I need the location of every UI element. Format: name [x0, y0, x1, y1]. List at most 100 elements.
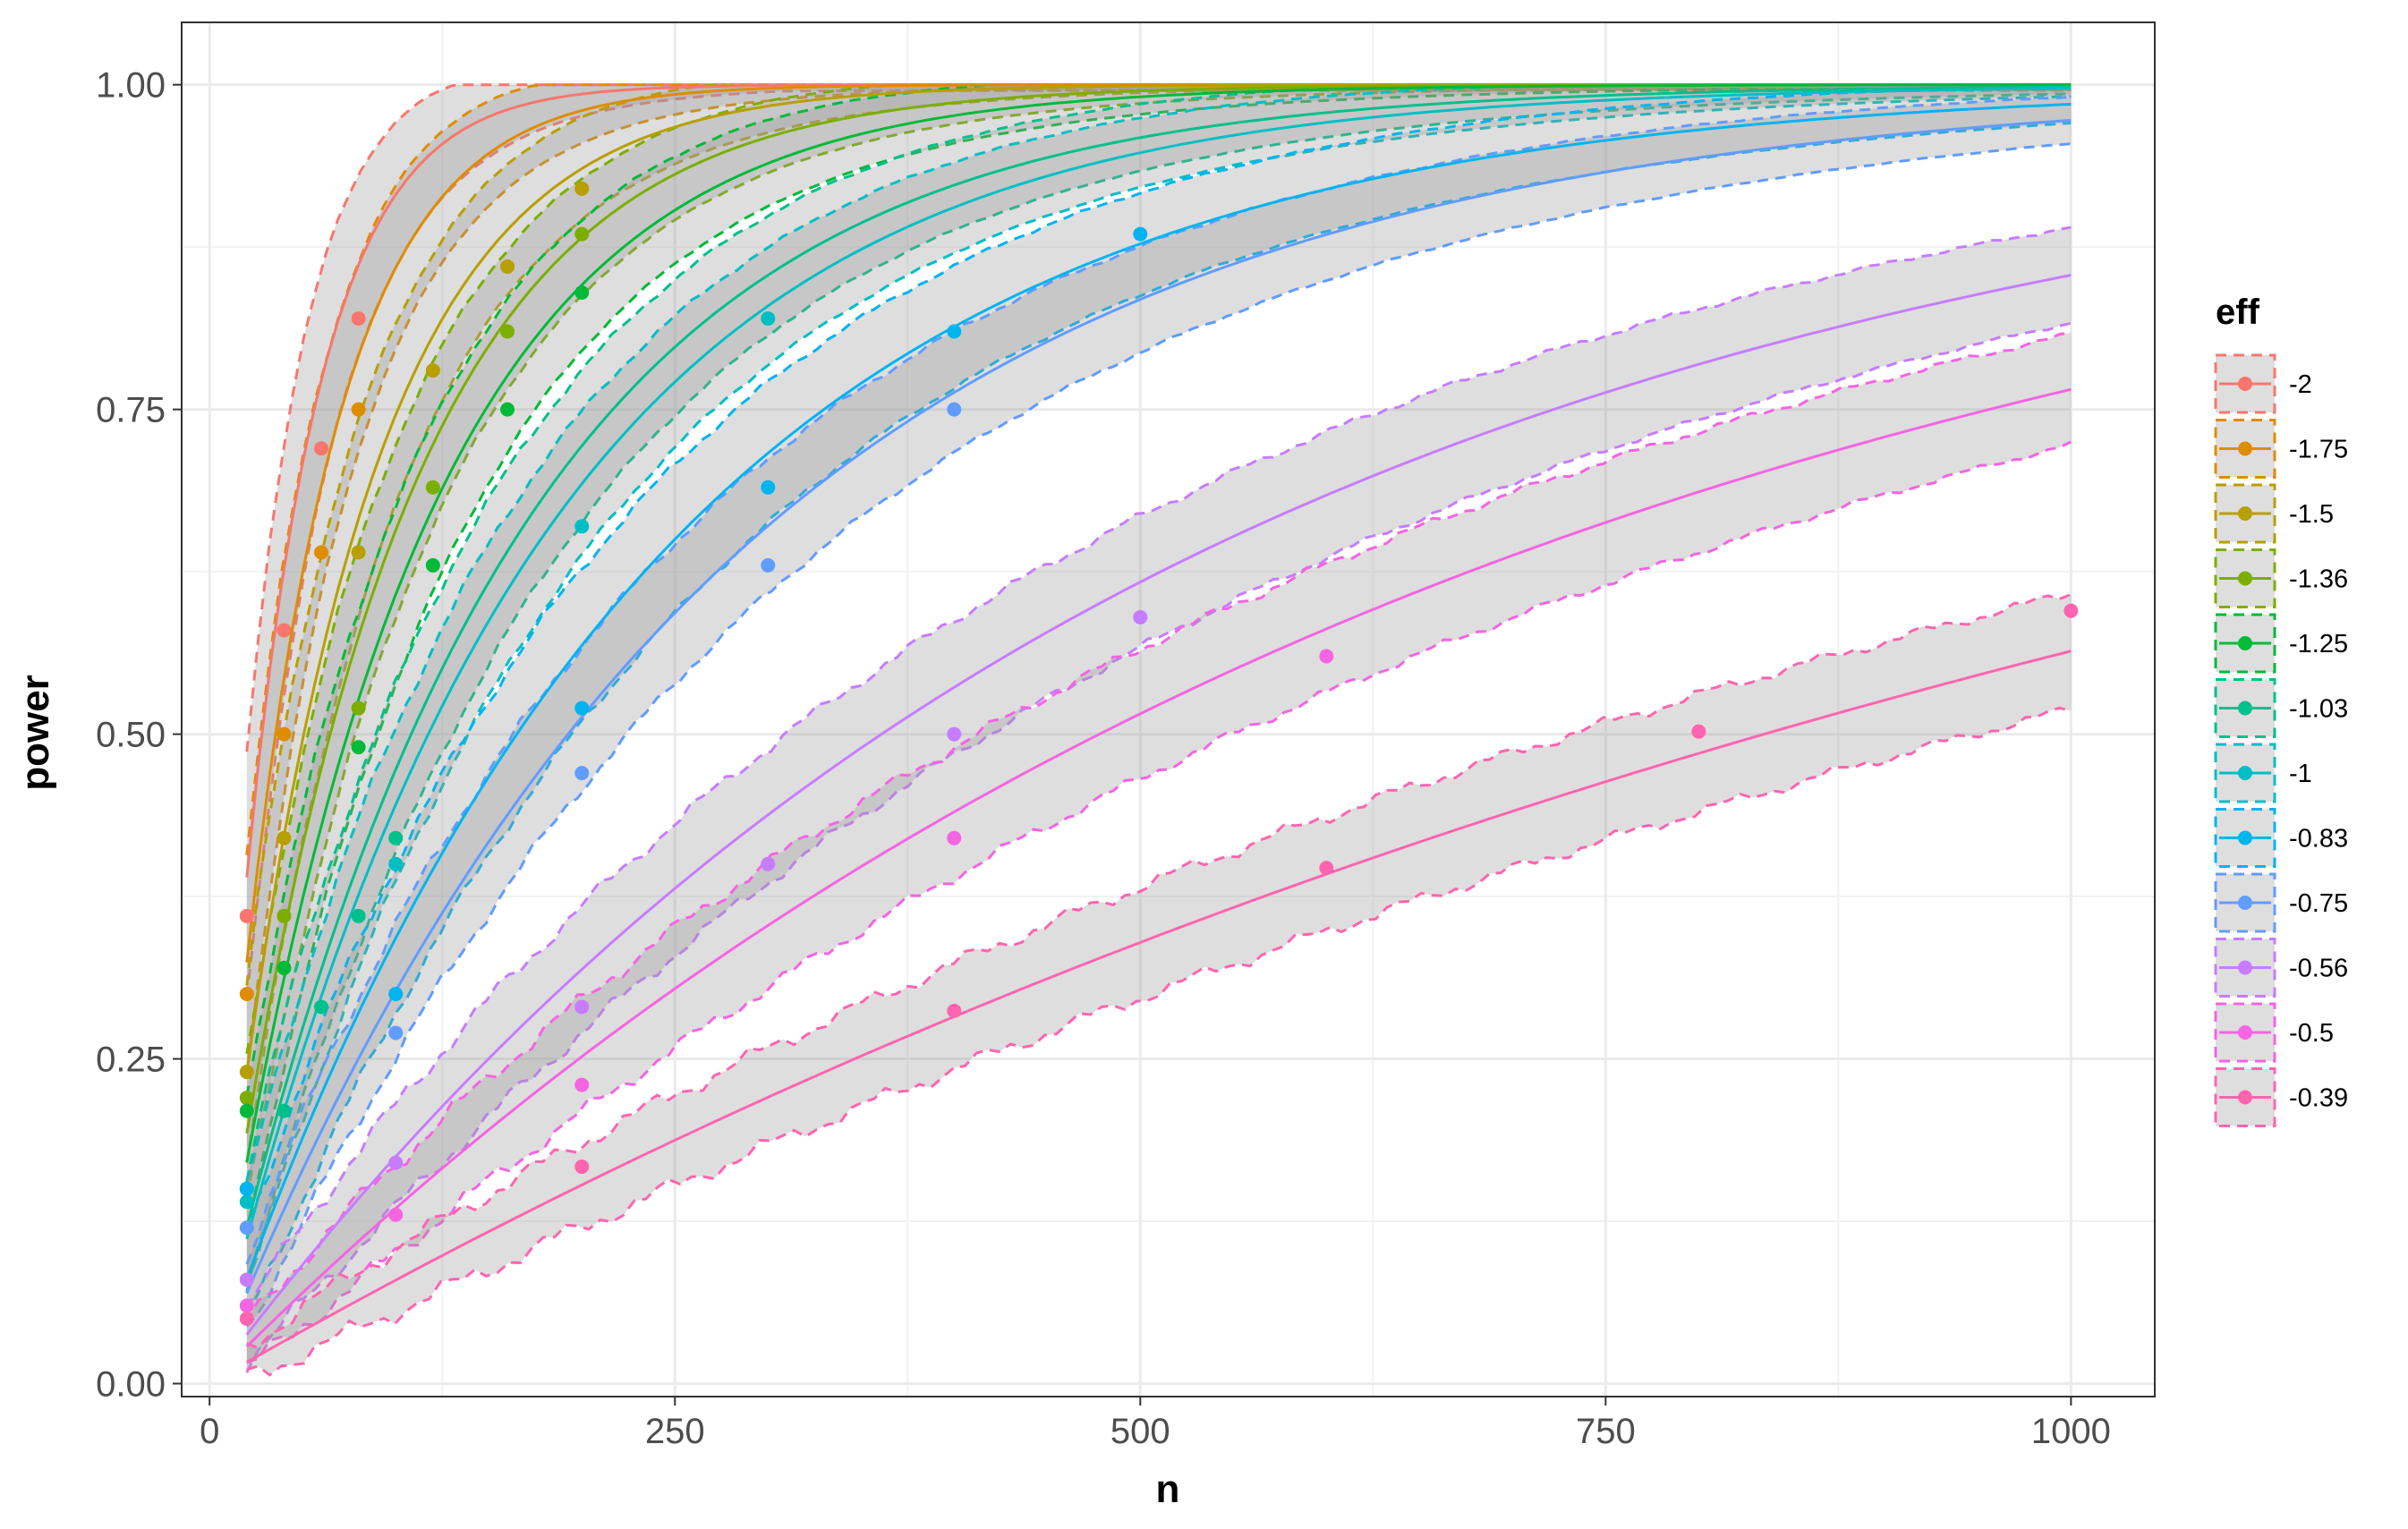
point--2 [351, 311, 366, 327]
point--1.5 [425, 363, 440, 378]
y-tick-label: 1.00 [96, 66, 166, 106]
legend-key-point--0.83 [2238, 830, 2252, 845]
lower-bound--0.56 [245, 321, 2072, 1373]
plot-panel [182, 22, 2155, 1397]
point--1.25 [574, 285, 590, 300]
legend-key-point--2 [2238, 377, 2252, 391]
point--0.75 [239, 1220, 254, 1236]
x-tick-label: 250 [645, 1412, 705, 1451]
lower-bound--0.75 [245, 142, 2072, 1328]
point--0.83 [1133, 226, 1148, 242]
legend-label--1: -1 [2289, 760, 2312, 788]
upper-bound--1 [245, 83, 2072, 1181]
point--1.25 [351, 740, 366, 755]
legend-label--1.25: -1.25 [2289, 630, 2348, 658]
point--0.83 [947, 324, 962, 339]
point--2 [239, 908, 254, 923]
x-tick-label: 1000 [2031, 1412, 2111, 1451]
panel-background [182, 22, 2155, 1397]
point--1.75 [351, 402, 366, 417]
point--0.75 [947, 402, 962, 417]
point--1.36 [574, 226, 590, 242]
upper-bound--0.56 [245, 225, 2072, 1309]
legend-label--1.5: -1.5 [2289, 500, 2334, 529]
point--1 [388, 856, 404, 871]
power-curves [245, 83, 2072, 1363]
point--1.75 [239, 986, 254, 1001]
legend-key-point--1.03 [2238, 701, 2252, 716]
curve--0.5 [245, 387, 2072, 1348]
point--1.03 [351, 908, 366, 923]
x-tick-label: 0 [200, 1412, 219, 1451]
y-tick-label: 0.25 [96, 1041, 166, 1080]
legend-key-point--0.75 [2238, 896, 2252, 910]
legend-label--0.75: -0.75 [2289, 889, 2348, 918]
curve--0.75 [245, 118, 2072, 1295]
point--1.5 [277, 830, 292, 845]
y-axis-title: power [13, 675, 57, 791]
data-points [239, 181, 2079, 1326]
band--0.39 [246, 594, 2072, 1375]
legend-label--0.83: -0.83 [2289, 825, 2348, 854]
point--1.03 [314, 999, 329, 1015]
curve--1 [245, 87, 2072, 1240]
curve--0.56 [245, 274, 2072, 1336]
point--0.83 [761, 480, 776, 495]
point--1.03 [388, 830, 404, 845]
legend-key-point--1.25 [2238, 636, 2252, 650]
legend: eff -2 -1.75 -1.5 -1.36 -1.25 -1.03 -1 -0.83 -0.… [2214, 293, 2348, 1127]
point--0.56 [239, 1272, 254, 1287]
curve--0.83 [245, 103, 2072, 1280]
point--1.25 [239, 1103, 254, 1118]
point--1.5 [351, 545, 366, 560]
point--1.36 [500, 324, 515, 339]
point--0.39 [239, 1311, 254, 1326]
x-tick-label: 750 [1576, 1412, 1636, 1451]
point--0.39 [1319, 861, 1334, 876]
axes: 0 250 500 750 1000 0.00 0.25 0.50 0.75 1.00 [96, 66, 2111, 1451]
point--0.56 [1133, 609, 1148, 624]
panel-border [181, 21, 2156, 1397]
y-tick-label: 0.00 [96, 1364, 166, 1404]
point--1.25 [425, 557, 440, 573]
legend-label--1.03: -1.03 [2289, 695, 2348, 724]
y-tick-label: 0.50 [96, 716, 166, 755]
point--1.36 [351, 701, 366, 716]
band--2 [246, 84, 2072, 998]
legend-key-point--0.5 [2238, 1025, 2252, 1040]
point--1.5 [574, 181, 590, 196]
point--0.5 [239, 1298, 254, 1313]
point--0.5 [388, 1207, 404, 1222]
point--0.75 [574, 766, 590, 781]
point--0.83 [574, 701, 590, 716]
point--1.36 [277, 908, 292, 923]
lower-bound--0.5 [246, 440, 2072, 1364]
point--1.25 [277, 960, 292, 975]
point--1.75 [277, 726, 292, 742]
point--1.25 [500, 402, 515, 417]
x-tick-label: 500 [1110, 1412, 1170, 1451]
upper-bound--0.5 [245, 331, 2072, 1323]
point--2 [314, 441, 329, 456]
legend-label--0.56: -0.56 [2289, 955, 2348, 983]
point--1.5 [500, 259, 515, 274]
lower-bound--1.25 [245, 87, 2072, 1232]
legend-key-point--0.56 [2238, 960, 2252, 975]
y-tick-label: 0.75 [96, 391, 166, 430]
point--0.75 [388, 1025, 404, 1041]
panel-frame [181, 21, 2156, 1397]
point--0.83 [388, 986, 404, 1001]
curve--1.25 [245, 83, 2072, 1163]
legend-key-point--1 [2238, 766, 2252, 780]
point--0.5 [1319, 649, 1334, 664]
point--0.39 [2063, 603, 2079, 618]
point--0.56 [947, 726, 962, 742]
point--0.56 [388, 1155, 404, 1170]
curve--1.03 [245, 85, 2072, 1228]
point--1.36 [425, 480, 440, 495]
upper-bound--0.83 [245, 83, 2072, 1236]
legend-label--0.5: -0.5 [2289, 1019, 2334, 1048]
legend-label--1.36: -1.36 [2289, 565, 2348, 594]
